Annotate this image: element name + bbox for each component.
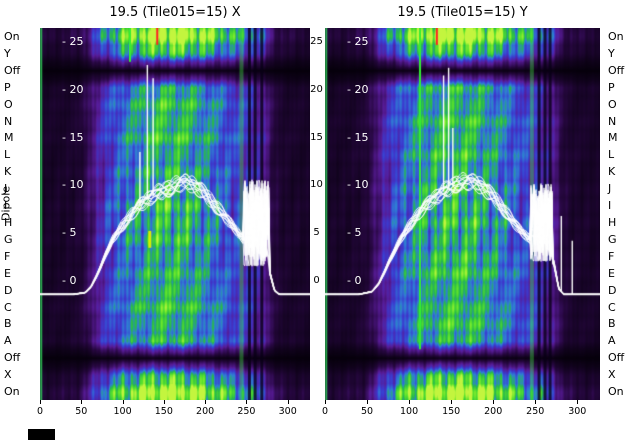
dipole-label: Off <box>4 351 21 365</box>
dipole-label: B <box>4 317 12 331</box>
dipole-label: P <box>4 80 11 94</box>
dipole-label: Off <box>608 63 625 77</box>
dipole-label: H <box>608 215 617 229</box>
dipole-label: J <box>608 182 612 196</box>
x-tickmark <box>535 400 537 404</box>
x-ticklabel: 250 <box>237 406 256 417</box>
dipole-label: E <box>4 266 11 280</box>
x-ticklabel: 150 <box>154 406 173 417</box>
x-tickmark <box>287 400 289 404</box>
dipole-label: A <box>4 334 12 348</box>
x-axis-y: 0 50 100 150 200 250 300 <box>322 400 600 422</box>
dipole-label: On <box>608 29 624 43</box>
dipole-label: On <box>4 385 20 399</box>
dipole-label: G <box>4 232 13 246</box>
dipole-label: M <box>4 131 14 145</box>
x-tickmark <box>81 400 83 404</box>
panel-title-y: 19.5 (Tile015=15) Y <box>397 5 528 20</box>
panel-title-x: 19.5 (Tile015=15) X <box>109 5 241 20</box>
dipole-label: H <box>4 215 13 229</box>
dipole-label: Off <box>4 63 21 77</box>
dipole-label: Y <box>608 46 615 60</box>
dipole-label: N <box>608 114 617 128</box>
dipole-axis-left: On Y Off P O N M L K J I H G F E D C B A Off X On <box>4 28 34 400</box>
dipole-label: I <box>608 199 612 213</box>
y-ticklabel-center: 15 <box>310 131 323 143</box>
y-ticklabel-center: 5 <box>313 227 320 239</box>
dipole-label: O <box>608 97 617 111</box>
x-ticklabel: 200 <box>196 406 215 417</box>
dipole-label: E <box>608 266 615 280</box>
x-tickmark <box>40 400 41 404</box>
x-ticklabel: 50 <box>75 406 88 417</box>
x-ticklabel: 200 <box>484 406 503 417</box>
dipole-label: D <box>4 283 13 297</box>
dipole-label: B <box>608 317 616 331</box>
x-ticklabel: 300 <box>278 406 297 417</box>
y-ticklabel-center: 25 <box>310 36 323 47</box>
x-ticklabel: 0 <box>321 406 329 417</box>
x-ticklabel: 50 <box>361 406 374 417</box>
x-tickmark <box>205 400 207 404</box>
dipole-label: G <box>608 232 617 246</box>
dipole-label: C <box>4 300 12 314</box>
x-tickmark <box>122 400 124 404</box>
x-tickmark <box>409 400 411 404</box>
dipole-axis-right: On Y Off P O N M L K J I H G F E D C B A Off X On <box>608 28 640 400</box>
dipole-label: X <box>4 368 12 382</box>
dipole-label: M <box>608 131 618 145</box>
dipole-label: On <box>4 29 20 43</box>
x-ticklabel: 300 <box>568 406 587 417</box>
dipole-label: K <box>4 165 12 179</box>
partial-axes-corner <box>28 429 55 440</box>
dipole-label: F <box>4 249 11 263</box>
y-ticklabel-center: 10 <box>310 179 323 191</box>
x-tickmark <box>493 400 495 404</box>
dipole-label: X <box>608 368 616 382</box>
dipole-label: K <box>608 165 616 179</box>
dipole-label: On <box>608 385 624 399</box>
dipole-label: L <box>4 148 11 162</box>
x-ticklabel: 150 <box>442 406 461 417</box>
x-tickmark <box>325 400 326 404</box>
x-ticklabel: 100 <box>400 406 419 417</box>
dipole-label: D <box>608 283 617 297</box>
x-ticklabel: 0 <box>36 406 44 417</box>
x-tickmark <box>577 400 579 404</box>
dipole-label: Y <box>4 46 11 60</box>
x-tickmark <box>451 400 453 404</box>
dipole-label: J <box>4 182 8 196</box>
dipole-label: I <box>4 199 8 213</box>
dipole-label: Off <box>608 351 625 365</box>
dipole-label: P <box>608 80 615 94</box>
x-ticklabel: 250 <box>526 406 545 417</box>
dipole-label: F <box>608 249 615 263</box>
heatmap-canvas-x <box>40 28 310 400</box>
y-ticklabels-center: 25 20 15 10 5 0 <box>308 28 325 400</box>
y-ticklabel-center: 0 <box>313 275 320 286</box>
x-tickmark <box>367 400 369 404</box>
dipole-label: L <box>608 148 615 162</box>
x-tickmark <box>163 400 165 404</box>
dipole-label: N <box>4 114 13 128</box>
x-axis-x: 0 50 100 150 200 250 300 <box>37 400 310 422</box>
dipole-label: C <box>608 300 616 314</box>
heatmap-canvas-y <box>325 28 600 400</box>
x-ticklabel: 100 <box>113 406 132 417</box>
dipole-label: O <box>4 97 13 111</box>
x-tickmark <box>246 400 248 404</box>
y-ticklabel-center: 20 <box>310 83 323 95</box>
dipole-label: A <box>608 334 616 348</box>
